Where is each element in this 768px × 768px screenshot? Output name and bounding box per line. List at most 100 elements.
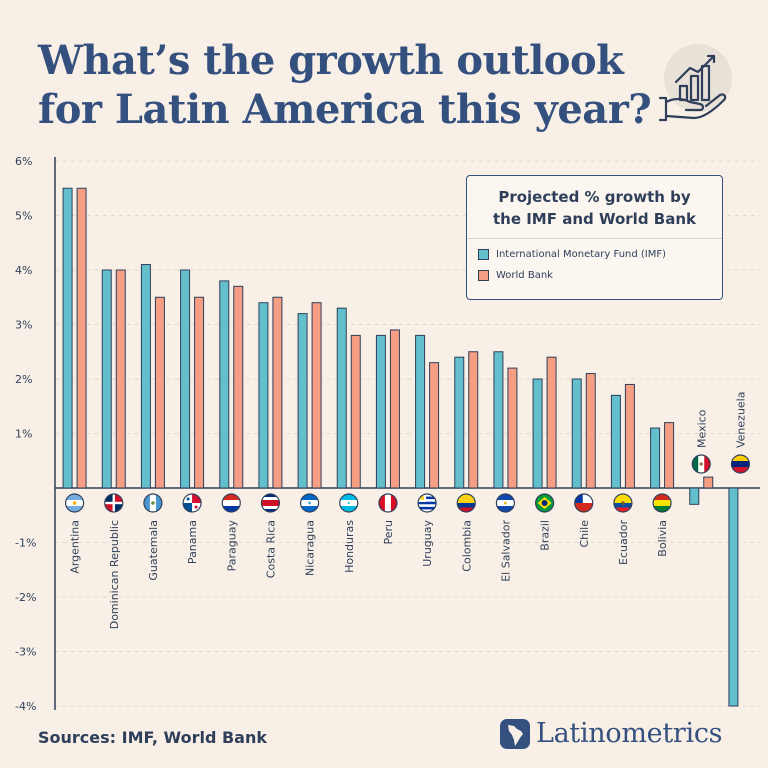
y-tick-label: 6% (15, 155, 32, 168)
mexico-flag-icon (691, 454, 711, 474)
y-tick-label: 2% (15, 373, 32, 386)
brand-logo: Latinometrics (500, 718, 723, 749)
bar-imf-costa-rica (258, 302, 269, 489)
y-tick-label: 1% (15, 428, 32, 441)
bar-imf-el-salvador (493, 351, 504, 489)
bar-world-bank-colombia (468, 351, 479, 489)
category-label-bolivia: Bolivia (656, 520, 669, 557)
bar-world-bank-guatemala (154, 296, 165, 489)
colombia-flag-icon (456, 493, 476, 513)
y-tick-label: -4% (15, 700, 36, 713)
uruguay-flag-icon (417, 493, 437, 513)
bar-imf-chile (571, 378, 582, 489)
chile-flag-icon (574, 493, 594, 513)
bar-imf-nicaragua (297, 313, 308, 489)
bar-imf-honduras (336, 307, 347, 489)
bolivia-flag-icon (652, 493, 672, 513)
category-label-mexico: Mexico (695, 409, 708, 448)
hand-with-growth-chart-icon (658, 44, 732, 122)
bar-imf-uruguay (415, 334, 426, 489)
legend-swatch-world-bank (478, 270, 489, 281)
panama-flag-icon (182, 493, 202, 513)
category-label-panama: Panama (186, 520, 199, 564)
nicaragua-flag-icon (299, 493, 320, 513)
legend-item-world-bank: World Bank (478, 270, 722, 281)
legend-title-line-2: the IMF and World Bank (492, 210, 696, 228)
bar-imf-bolivia (650, 427, 661, 489)
guatemala-flag-icon (143, 493, 163, 513)
bar-imf-ecuador (610, 394, 621, 489)
honduras-flag-icon (339, 493, 359, 513)
category-label-argentina: Argentina (69, 520, 82, 574)
title-line-1: What’s the growth outlook (38, 37, 624, 84)
y-tick-label: 5% (15, 210, 32, 223)
bar-world-bank-el-salvador (507, 367, 518, 489)
latin-america-map-logo-icon (500, 718, 530, 749)
y-tick-label: 4% (15, 264, 32, 277)
ecuador-flag-icon (613, 493, 633, 513)
category-label-nicaragua: Nicaragua (304, 520, 317, 576)
bar-world-bank-paraguay (233, 285, 244, 489)
title-line-2: for Latin America this year? (38, 86, 652, 133)
legend-title: Projected % growth by the IMF and World … (475, 186, 714, 230)
bar-world-bank-brazil (546, 356, 557, 489)
bar-world-bank-nicaragua (311, 302, 322, 489)
bar-world-bank-dominican-republic (115, 269, 126, 489)
bar-imf-dominican-republic (101, 269, 112, 489)
legend-swatch-imf (478, 249, 489, 260)
bar-world-bank-costa-rica (272, 296, 283, 489)
legend-label-imf: International Monetary Fund (IMF) (496, 249, 667, 260)
bar-world-bank-ecuador (624, 383, 635, 489)
bar-world-bank-chile (585, 373, 596, 489)
brazil-flag-icon (534, 493, 555, 513)
category-label-chile: Chile (578, 520, 591, 548)
y-tick-label: 3% (15, 319, 32, 332)
legend-divider (467, 238, 722, 239)
bar-imf-brazil (532, 378, 543, 489)
bar-world-bank-bolivia (664, 422, 675, 489)
argentina-flag-icon (64, 493, 85, 513)
brand-name: Latinometrics (536, 718, 723, 749)
y-tick-label: -2% (15, 591, 36, 604)
bar-world-bank-peru (389, 329, 400, 489)
bar-imf-peru (375, 334, 386, 489)
category-label-uruguay: Uruguay (421, 520, 434, 567)
category-label-costa-rica: Costa Rica (264, 520, 277, 578)
legend-item-imf: International Monetary Fund (IMF) (478, 249, 722, 260)
bar-imf-colombia (454, 356, 465, 489)
category-label-peru: Peru (382, 520, 395, 545)
dominican-republic-flag-icon (104, 493, 124, 513)
bar-world-bank-uruguay (429, 362, 440, 489)
bar-imf-venezuela (728, 487, 739, 707)
paraguay-flag-icon (221, 493, 241, 513)
y-tick-label: -3% (15, 646, 36, 659)
y-tick-label: -1% (15, 537, 36, 550)
category-label-dominican-republic: Dominican Republic (108, 520, 121, 629)
category-label-honduras: Honduras (343, 520, 356, 573)
category-label-el-salvador: El Salvador (499, 520, 512, 582)
legend-label-world-bank: World Bank (496, 270, 553, 281)
el-salvador-flag-icon (495, 493, 516, 513)
costa-rica-flag-icon (260, 493, 281, 513)
category-label-venezuela: Venezuela (734, 392, 747, 449)
category-label-guatemala: Guatemala (147, 520, 160, 581)
venezuela-flag-icon (730, 454, 751, 474)
chart-title: What’s the growth outlook for Latin Amer… (38, 36, 658, 134)
bar-world-bank-panama (194, 296, 205, 489)
legend-title-line-1: Projected % growth by (498, 188, 691, 206)
bar-imf-paraguay (219, 280, 230, 489)
bar-imf-guatemala (140, 264, 151, 489)
sources-note: Sources: IMF, World Bank (38, 728, 267, 747)
bar-imf-mexico (689, 487, 700, 505)
category-label-ecuador: Ecuador (617, 520, 630, 565)
bar-world-bank-argentina (76, 187, 87, 489)
legend: Projected % growth by the IMF and World … (466, 175, 723, 300)
category-label-brazil: Brazil (539, 520, 552, 551)
bar-imf-panama (180, 269, 191, 489)
category-label-colombia: Colombia (460, 520, 473, 572)
peru-flag-icon (378, 493, 398, 513)
category-label-paraguay: Paraguay (225, 520, 238, 572)
bar-world-bank-honduras (350, 334, 361, 489)
bar-world-bank-mexico (703, 476, 714, 489)
